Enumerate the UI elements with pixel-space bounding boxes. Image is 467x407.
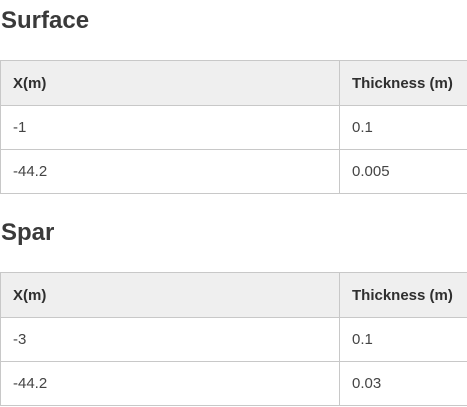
section-title-spar: Spar xyxy=(1,219,55,246)
column-header-thickness: Thickness (m) xyxy=(339,60,467,106)
cell-x: -44.2 xyxy=(0,149,340,194)
cell-thickness: 0.005 xyxy=(339,149,467,194)
table-header-row: X(m) Thickness (m) xyxy=(0,272,467,318)
table-row: -44.2 0.005 xyxy=(0,149,467,194)
table-row: -1 0.1 xyxy=(0,105,467,150)
column-header-thickness: Thickness (m) xyxy=(339,272,467,318)
cell-x: -44.2 xyxy=(0,361,340,406)
column-header-x: X(m) xyxy=(0,60,340,106)
surface-table: X(m) Thickness (m) -1 0.1 -44.2 0.005 xyxy=(0,60,467,194)
cell-thickness: 0.03 xyxy=(339,361,467,406)
cell-thickness: 0.1 xyxy=(339,105,467,150)
cell-thickness: 0.1 xyxy=(339,317,467,362)
column-header-x: X(m) xyxy=(0,272,340,318)
table-row: -3 0.1 xyxy=(0,317,467,362)
section-title-surface: Surface xyxy=(1,7,90,34)
table-header-row: X(m) Thickness (m) xyxy=(0,60,467,106)
cell-x: -3 xyxy=(0,317,340,362)
cell-x: -1 xyxy=(0,105,340,150)
spar-table: X(m) Thickness (m) -3 0.1 -44.2 0.03 xyxy=(0,272,467,406)
table-row: -44.2 0.03 xyxy=(0,361,467,406)
